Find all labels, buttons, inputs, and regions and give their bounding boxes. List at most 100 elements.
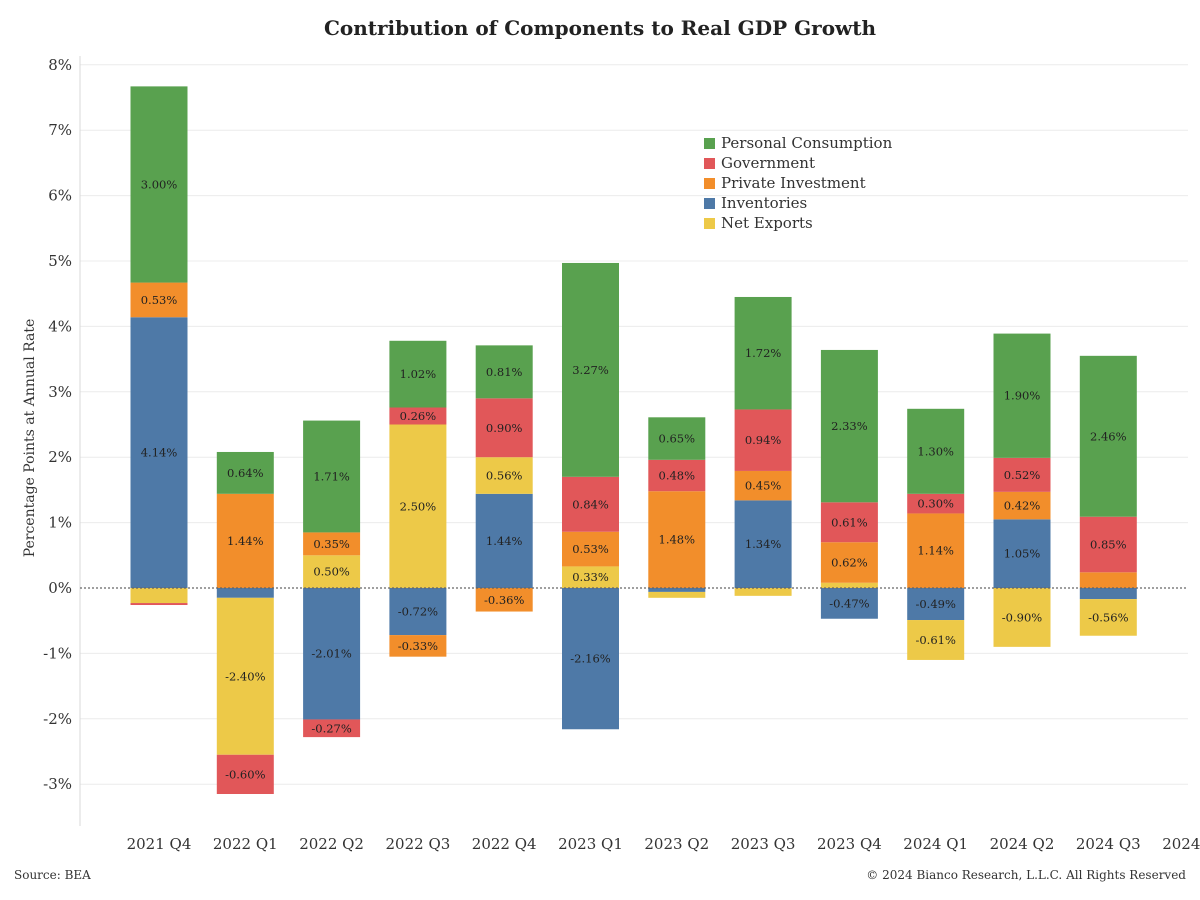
bar-segment [648,417,706,460]
data-label: -0.61% [915,633,955,647]
bar-segment [907,620,965,660]
bar-segment [648,459,706,492]
legend-item: Personal Consumption [704,133,892,153]
x-tick-label: 2024 Q3 [1076,835,1141,853]
bar-segment [562,476,619,532]
legend-item: Net Exports [704,213,892,233]
bar-segment [389,588,447,636]
data-label: 0.33% [572,570,609,584]
y-tick-label: 0% [48,579,72,597]
bar-segment [820,542,878,583]
bar-segment [1079,572,1137,588]
bar-segment [303,588,361,720]
bar-segment [993,333,1051,458]
data-label: 0.53% [572,542,609,556]
bar-segment [993,519,1051,588]
x-tick-label: 2024 Q4 [1162,835,1200,853]
data-label: 0.42% [1004,499,1041,513]
data-label: 0.45% [745,479,782,493]
y-tick-label: 4% [48,317,72,335]
data-label: -0.27% [311,721,351,735]
y-tick-label: 8% [48,56,72,74]
legend-label: Personal Consumption [721,134,893,152]
bar-segment [907,588,965,621]
bar-segment [820,349,878,503]
bar-segment [303,420,361,533]
data-label: 1.90% [1004,389,1041,403]
data-label: 0.81% [486,365,523,379]
data-label: 1.48% [659,533,696,547]
y-tick-label: 3% [48,383,72,401]
x-tick-label: 2023 Q2 [644,835,709,853]
bar-segment [734,296,792,410]
data-label: -2.40% [225,669,265,683]
data-label: 3.00% [141,177,178,191]
bar-segment [216,588,274,598]
data-label: -2.16% [570,652,610,666]
bar-segment [1079,599,1137,636]
bar-segment [130,317,188,588]
data-label: -2.01% [311,647,351,661]
x-tick-label: 2021 Q4 [127,835,192,853]
data-label: 0.50% [313,565,350,579]
data-label: -0.47% [829,596,869,610]
bar-segment [389,424,447,588]
legend-item: Inventories [704,193,892,213]
legend-label: Inventories [721,194,808,212]
legend: Personal Consumption Government Private In… [704,133,892,233]
bar-segment [907,493,965,514]
bar-segment [303,532,361,556]
y-tick-label: -1% [43,644,72,662]
bar-segment [130,588,188,604]
bar-segment [648,588,706,592]
data-label: 0.62% [831,555,868,569]
x-tick-label: 2024 Q1 [903,835,968,853]
bar-segment [734,500,792,588]
data-label: 0.64% [227,466,264,480]
bar-segment [993,588,1051,647]
y-tick-label: 6% [48,187,72,205]
data-label: 1.44% [227,534,264,548]
x-tick-label: 2022 Q4 [472,835,537,853]
data-label: 1.72% [745,346,782,360]
y-tick-label: 5% [48,252,72,270]
bar-segment [562,588,619,730]
bar-segment [820,582,878,588]
legend-swatch [704,217,715,229]
bar-segment [130,86,188,283]
data-label: -0.36% [484,593,524,607]
x-tick-label: 2022 Q3 [386,835,451,853]
data-label: 1.34% [745,537,782,551]
legend-item: Private Investment [704,173,892,193]
data-label: 1.05% [1004,547,1041,561]
data-label: 0.52% [1004,468,1041,482]
data-label: 1.44% [486,534,523,548]
bar-segment [216,493,274,588]
bar-segment [216,597,274,755]
legend-label: Net Exports [721,214,813,232]
data-label: 1.14% [917,544,954,558]
data-label: -0.33% [398,639,438,653]
legend-swatch [704,157,715,169]
data-label: 0.35% [313,537,350,551]
data-label: 2.50% [400,499,437,513]
bar-segment [562,566,619,588]
y-tick-label: 7% [48,121,72,139]
x-tick-label: 2022 Q1 [213,835,278,853]
bar-segment [303,719,361,738]
x-tick-label: 2023 Q4 [817,835,882,853]
bar-segment [475,588,533,612]
data-label: 0.61% [831,515,868,529]
data-label: -0.60% [225,767,265,781]
bar-segment [734,470,792,501]
y-tick-label: -2% [43,710,72,728]
data-label: 0.84% [572,497,609,511]
bar-segment [993,457,1051,492]
bar-segment [734,588,792,596]
data-label: -0.72% [398,605,438,619]
data-label: 3.27% [572,363,609,377]
data-label: -0.49% [915,597,955,611]
bar-segment [907,513,965,588]
data-label: 0.94% [745,433,782,447]
